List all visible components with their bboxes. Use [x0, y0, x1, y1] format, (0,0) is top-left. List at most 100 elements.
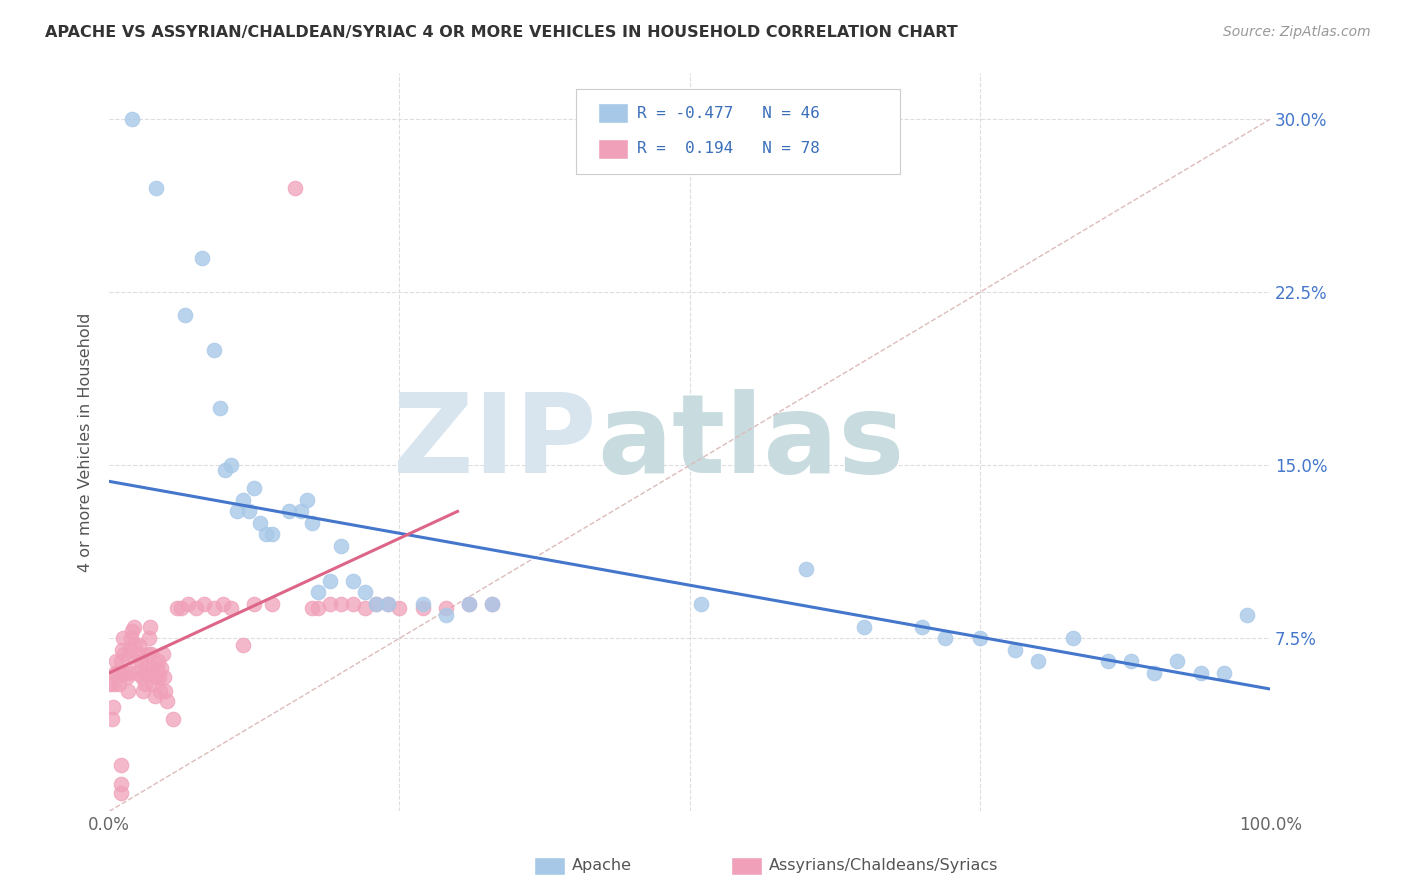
Point — [117, 684, 139, 698]
Point — [100, 677, 122, 691]
Point — [852, 620, 875, 634]
Point — [101, 700, 124, 714]
Point — [153, 671, 176, 685]
Point — [138, 632, 160, 646]
Point — [110, 654, 132, 668]
Point — [142, 677, 165, 691]
Point — [120, 642, 142, 657]
Point — [330, 539, 353, 553]
Point — [434, 608, 457, 623]
Point — [103, 677, 125, 691]
Point — [219, 458, 242, 473]
Point — [110, 777, 132, 791]
Point — [366, 597, 388, 611]
Point — [342, 574, 364, 588]
Text: APACHE VS ASSYRIAN/CHALDEAN/SYRIAC 4 OR MORE VEHICLES IN HOUSEHOLD CORRELATION C: APACHE VS ASSYRIAN/CHALDEAN/SYRIAC 4 OR … — [45, 25, 957, 40]
Point — [969, 632, 991, 646]
Point — [232, 638, 254, 652]
Point — [152, 648, 174, 662]
Point — [153, 684, 176, 698]
Point — [170, 601, 193, 615]
Point — [145, 671, 167, 685]
Point — [481, 597, 503, 611]
Point — [104, 665, 127, 680]
Point — [319, 574, 342, 588]
Point — [301, 601, 323, 615]
Text: R = -0.477   N = 46: R = -0.477 N = 46 — [637, 106, 820, 120]
Point — [260, 527, 283, 541]
Point — [107, 677, 129, 691]
Point — [377, 597, 399, 611]
Point — [342, 597, 364, 611]
Point — [139, 620, 162, 634]
Point — [412, 597, 434, 611]
Y-axis label: 4 or more Vehicles in Household: 4 or more Vehicles in Household — [79, 312, 93, 572]
Point — [238, 504, 260, 518]
Point — [330, 597, 353, 611]
Point — [243, 481, 266, 495]
Point — [127, 648, 149, 662]
Point — [111, 642, 134, 657]
Point — [173, 308, 195, 322]
Point — [191, 251, 214, 265]
Point — [1026, 654, 1049, 668]
Point — [202, 343, 225, 357]
Point — [121, 624, 143, 639]
Point — [208, 401, 231, 415]
Point — [1004, 642, 1026, 657]
Text: Source: ZipAtlas.com: Source: ZipAtlas.com — [1223, 25, 1371, 39]
Point — [290, 504, 312, 518]
Point — [149, 684, 172, 698]
Point — [366, 597, 388, 611]
Point — [134, 677, 156, 691]
Point — [434, 601, 457, 615]
Point — [794, 562, 817, 576]
Text: Assyrians/Chaldeans/Syriacs: Assyrians/Chaldeans/Syriacs — [769, 858, 998, 872]
Point — [301, 516, 323, 530]
Point — [232, 492, 254, 507]
Point — [112, 632, 135, 646]
Point — [122, 620, 145, 634]
Point — [458, 597, 481, 611]
Point — [243, 597, 266, 611]
Point — [156, 693, 179, 707]
Text: Apache: Apache — [572, 858, 633, 872]
Point — [1212, 665, 1234, 680]
Point — [143, 689, 166, 703]
Point — [162, 712, 184, 726]
Point — [131, 671, 153, 685]
Point — [412, 601, 434, 615]
Point — [1236, 608, 1258, 623]
Point — [353, 601, 375, 615]
Point — [127, 665, 149, 680]
Point — [132, 684, 155, 698]
Point — [193, 597, 215, 611]
Point — [212, 597, 235, 611]
Point — [284, 181, 307, 195]
Point — [254, 527, 277, 541]
Point — [136, 648, 159, 662]
Point — [146, 661, 169, 675]
Point — [458, 597, 481, 611]
Point — [166, 601, 188, 615]
Point — [249, 516, 271, 530]
Point — [295, 492, 318, 507]
Point — [377, 597, 399, 611]
Point — [226, 504, 249, 518]
Point — [481, 597, 503, 611]
Point — [114, 665, 136, 680]
Point — [148, 671, 170, 685]
Text: atlas: atlas — [598, 389, 904, 496]
Point — [202, 601, 225, 615]
Point — [141, 661, 163, 675]
Point — [186, 601, 208, 615]
Point — [353, 585, 375, 599]
Point — [177, 597, 200, 611]
Point — [219, 601, 242, 615]
Point — [139, 648, 162, 662]
Point — [150, 661, 173, 675]
Point — [100, 712, 122, 726]
Point — [307, 601, 329, 615]
Point — [145, 181, 167, 195]
Point — [129, 654, 152, 668]
